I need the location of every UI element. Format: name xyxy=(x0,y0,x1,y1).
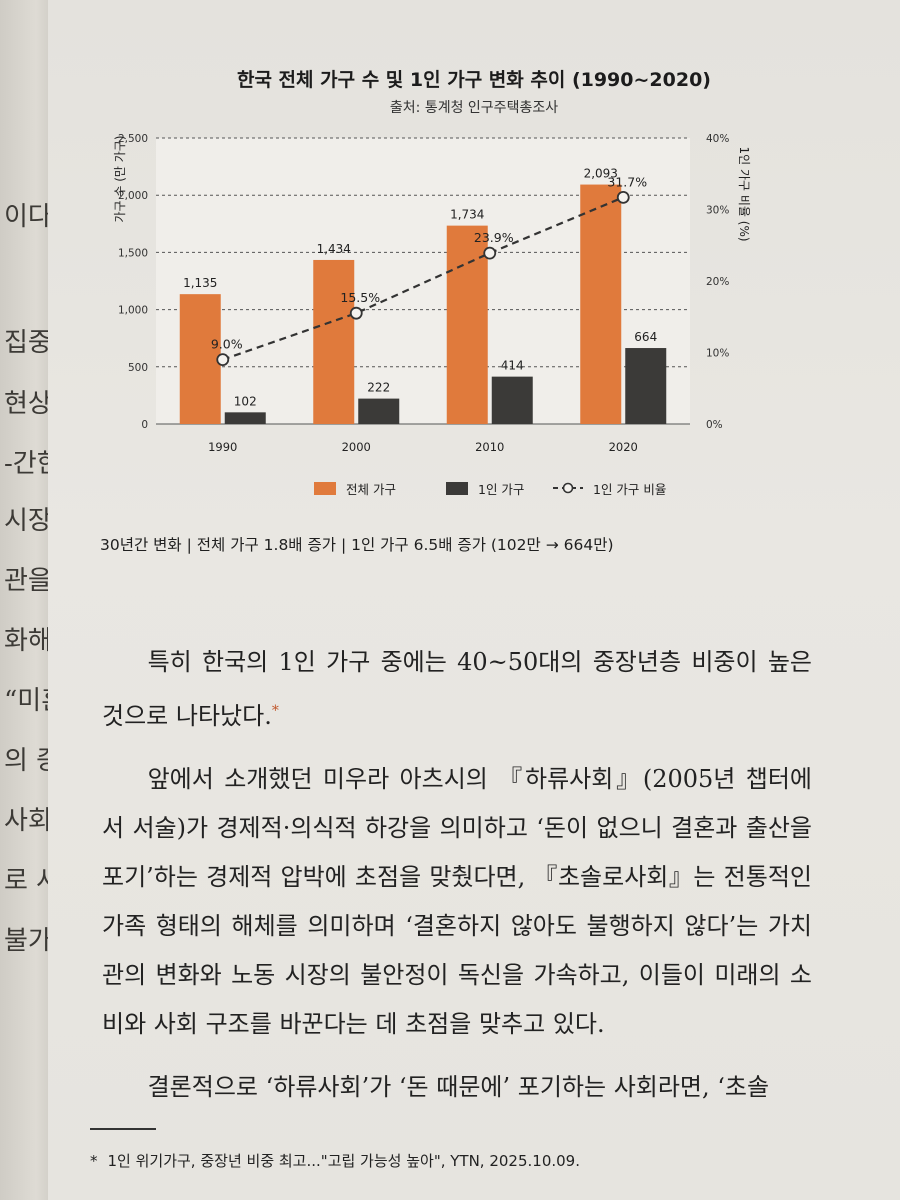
ratio-data-label: 9.0% xyxy=(211,337,243,352)
x-tick-label: 1990 xyxy=(208,440,237,454)
legend-label-single: 1인 가구 xyxy=(478,482,524,497)
chart-figure: 1,135 102 1,434 222 1,734 414 2,093 664 9.0% 15.5… xyxy=(48,0,900,600)
bar-single-households xyxy=(224,412,266,424)
y-tick-label: 0 xyxy=(141,419,148,431)
y-tick-label: 2,500 xyxy=(118,133,148,145)
footnote-text: 1인 위기가구, 중장년 비중 최고..."고립 가능성 높아", YTN, 2… xyxy=(107,1152,581,1170)
legend-label-ratio: 1인 가구 비율 xyxy=(593,482,666,497)
footnote-mark: * xyxy=(90,1152,98,1170)
x-tick-label: 2010 xyxy=(475,440,504,454)
legend-swatch-total xyxy=(314,482,336,495)
book-page: 1,135 102 1,434 222 1,734 414 2,093 664 9.0% 15.5… xyxy=(48,0,900,1200)
chart-summary: 30년간 변화 | 전체 가구 1.8배 증가 | 1인 가구 6.5배 증가 … xyxy=(100,536,614,554)
paragraph: 앞에서 소개했던 미우라 아츠시의 『하류사회』(2005년 챕터에서 서술)가… xyxy=(102,765,812,1038)
chart-title: 한국 전체 가구 수 및 1인 가구 변화 추이 (1990~2020) xyxy=(237,69,711,91)
combo-chart: 1,135 102 1,434 222 1,734 414 2,093 664 9.0% 15.5… xyxy=(113,69,751,497)
bar-single-households xyxy=(491,376,533,424)
chart-subtitle: 출처: 통계청 인구주택총조사 xyxy=(390,100,558,116)
ratio-data-label: 15.5% xyxy=(340,290,380,305)
paragraph: 특히 한국의 1인 가구 중에는 40~50대의 중장년층 비중이 높은 것으로… xyxy=(102,638,812,741)
body-text: 특히 한국의 1인 가구 중에는 40~50대의 중장년층 비중이 높은 것으로… xyxy=(102,638,812,1126)
y-axis-title: 가구 수 (만 가구) xyxy=(113,135,127,222)
y2-tick-label: 40% xyxy=(706,133,729,145)
bar-data-label: 222 xyxy=(367,381,390,395)
y2-tick-label: 20% xyxy=(706,276,729,288)
bar-data-label: 1,135 xyxy=(183,276,217,290)
bar-data-label: 664 xyxy=(634,330,657,344)
y-tick-label: 500 xyxy=(128,362,148,374)
bar-total-households xyxy=(313,259,355,424)
bar-data-label: 102 xyxy=(234,394,257,408)
ratio-point xyxy=(616,190,630,204)
x-tick-label: 2000 xyxy=(342,440,371,454)
legend-label-total: 전체 가구 xyxy=(346,482,396,497)
bar-data-label: 414 xyxy=(501,359,524,373)
y-tick-label: 1,000 xyxy=(118,305,148,317)
ratio-point xyxy=(483,246,497,260)
ratio-data-label: 23.9% xyxy=(474,230,514,245)
bar-total-households xyxy=(580,184,622,424)
x-tick-label: 2020 xyxy=(609,440,638,454)
paragraph-text: 특히 한국의 1인 가구 중에는 40~50대의 중장년층 비중이 높은 것으로… xyxy=(102,648,812,730)
footnote: * 1인 위기가구, 중장년 비중 최고..."고립 가능성 높아", YTN, … xyxy=(90,1150,830,1171)
paragraph: 결론적으로 ‘하류사회’가 ‘돈 때문에’ 포기하는 사회라면, ‘초솔 xyxy=(147,1073,770,1101)
bar-total-households xyxy=(179,294,221,424)
ratio-data-label: 31.7% xyxy=(607,174,647,189)
ratio-line xyxy=(222,196,624,361)
bar-total-households xyxy=(446,225,488,424)
bar-single-households xyxy=(358,398,400,424)
footnote-divider xyxy=(90,1128,156,1130)
y2-tick-label: 10% xyxy=(706,348,729,360)
bar-data-label: 1,434 xyxy=(317,242,351,256)
y2-tick-label: 30% xyxy=(706,205,729,217)
ratio-point xyxy=(216,353,230,367)
legend-marker-ratio xyxy=(562,482,574,494)
legend-swatch-single xyxy=(446,482,468,495)
y2-axis-title: 1인 가구 비율 (%) xyxy=(737,146,751,241)
y2-tick-label: 0% xyxy=(706,419,723,431)
y-tick-label: 1,500 xyxy=(118,247,148,259)
y-tick-label: 2,000 xyxy=(118,190,148,202)
bar-single-households xyxy=(625,348,667,424)
bar-data-label: 2,093 xyxy=(584,167,618,181)
ratio-point xyxy=(349,306,363,320)
bar-data-label: 1,734 xyxy=(450,208,484,222)
footnote-marker: * xyxy=(271,703,279,719)
